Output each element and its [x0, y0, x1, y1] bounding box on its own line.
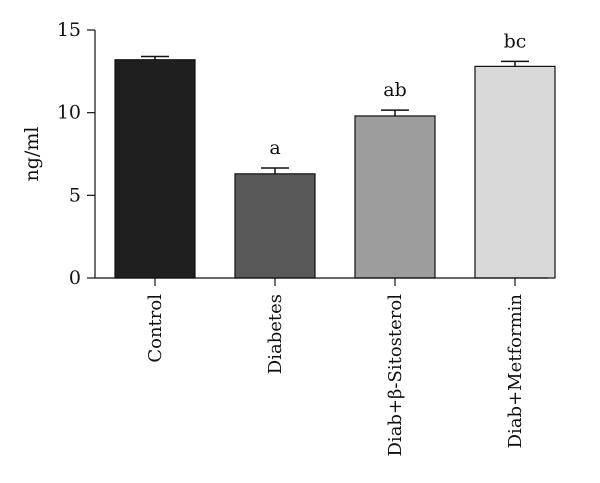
category-label-3: Diab+Metformin — [505, 294, 526, 449]
bar-0 — [114, 59, 196, 279]
bars-group — [114, 59, 556, 279]
y-tick-label-0: 0 — [69, 267, 81, 289]
significance-label-2: ab — [383, 79, 407, 101]
bar-2 — [354, 115, 436, 279]
significance-label-3: bc — [504, 30, 527, 52]
category-label-0: Control — [145, 294, 166, 363]
category-label-2: Diab+β-Sitosterol — [385, 294, 406, 457]
significance-labels-group: a ab bc — [269, 30, 526, 159]
bar-1 — [234, 173, 316, 279]
x-axis: Control Diabetes Diab+β-Sitosterol Diab+Met… — [95, 277, 548, 457]
y-axis: 0 5 10 15 — [57, 19, 96, 289]
y-tick-label-3: 15 — [57, 19, 81, 41]
y-tick-label-2: 10 — [57, 102, 81, 124]
y-axis-label: ng/ml — [21, 127, 43, 182]
significance-label-1: a — [269, 137, 280, 159]
bar-3 — [474, 65, 556, 279]
error-bars-group — [141, 55, 529, 174]
y-tick-label-1: 5 — [69, 184, 81, 206]
category-label-1: Diabetes — [265, 294, 286, 374]
